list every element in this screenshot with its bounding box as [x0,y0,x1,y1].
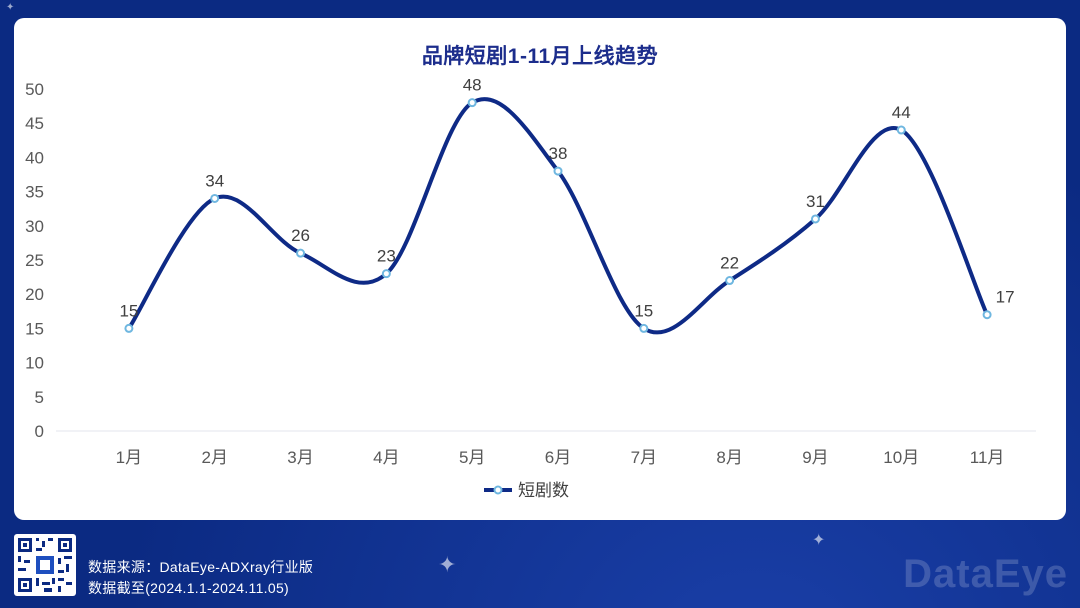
data-point [210,193,220,203]
data-point [810,214,820,224]
data-label: 15 [119,301,138,320]
data-label: 38 [549,144,568,163]
y-tick-label: 30 [25,217,44,236]
data-source-text: 数据来源：DataEye-ADXray行业版 [88,559,314,575]
x-tick-label: 4月 [373,448,399,467]
x-tick-label: 7月 [631,448,657,467]
sparkle-icon: ✦ [6,2,15,13]
data-point [982,310,992,320]
data-point [553,166,563,176]
legend-marker [493,485,503,495]
x-tick-label: 5月 [459,448,485,467]
legend: 短剧数 [484,481,569,500]
data-label: 34 [205,171,224,190]
y-tick-label: 0 [35,422,44,441]
data-point [467,98,477,108]
y-tick-label: 5 [35,388,44,407]
x-tick-label: 6月 [545,448,571,467]
data-point [381,269,391,279]
x-tick-label: 8月 [716,448,742,467]
legend-label: 短剧数 [518,481,569,500]
y-tick-label: 50 [25,80,44,99]
y-tick-label: 15 [25,319,44,338]
data-point [124,323,134,333]
data-label: 15 [634,301,653,320]
y-tick-label: 40 [25,148,44,167]
data-label: 48 [463,76,482,95]
brand-watermark: DataEye [903,552,1068,596]
x-tick-label: 11月 [970,448,1005,467]
y-tick-label: 25 [25,251,44,270]
data-label: 26 [291,226,310,245]
data-point [639,323,649,333]
series-line [127,97,989,335]
line-chart: 0 5 10 15 20 25 30 35 40 45 50 1月 2月 3月 4月 5月 6月 7月 8月 9月 10… [25,76,1036,500]
data-point [896,125,906,135]
sparkle-icon: ✦ [438,552,457,577]
x-tick-label: 2月 [201,448,227,467]
x-tick-label: 9月 [802,448,828,467]
data-point [725,276,735,286]
sparkle-icon: ✦ [812,532,826,549]
y-tick-label: 35 [25,183,44,202]
data-label: 44 [892,103,911,122]
data-label: 23 [377,247,396,266]
y-tick-label: 10 [25,354,44,373]
x-tick-label: 3月 [287,448,313,467]
data-point [296,248,306,258]
y-tick-label: 20 [25,285,44,304]
data-label: 22 [720,254,739,273]
qr-code-icon [14,534,76,596]
data-period-text: 数据截至(2024.1.1-2024.11.05) [88,580,290,596]
chart-card: 品牌短剧1-11月上线趋势 0 5 10 15 20 25 30 35 40 45 50 1月 2月 3月… [14,18,1066,520]
chart-title: 品牌短剧1-11月上线趋势 [421,45,659,68]
x-tick-label: 1月 [116,448,142,467]
y-tick-label: 45 [25,114,44,133]
data-label: 17 [996,288,1015,307]
x-tick-label: 10月 [883,448,919,467]
data-label: 31 [806,192,825,211]
